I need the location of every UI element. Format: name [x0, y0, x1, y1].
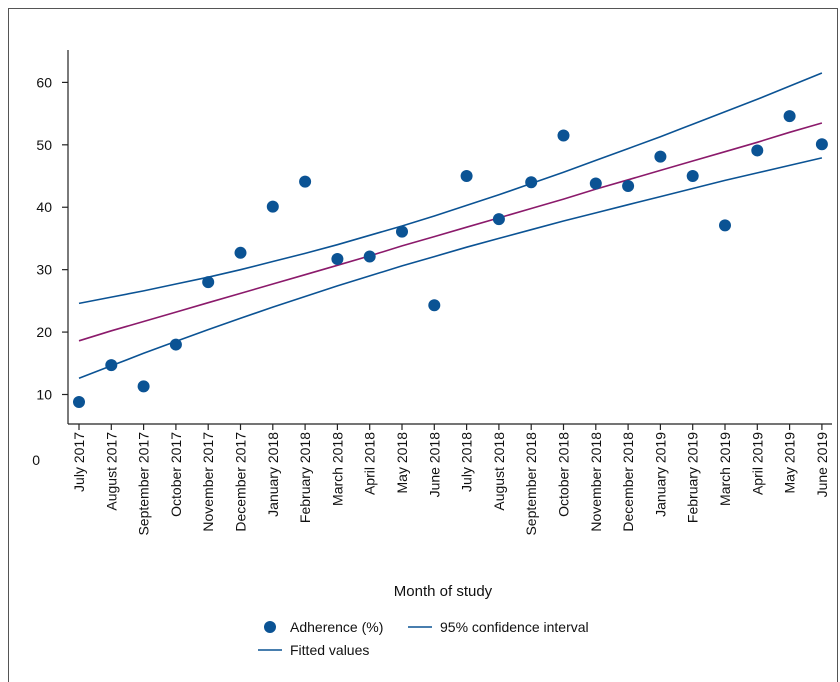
y-tick-label: 60 — [36, 74, 52, 90]
data-point — [396, 225, 408, 238]
x-tick-label: August 2017 — [103, 432, 119, 511]
x-tick-label: October 2018 — [556, 432, 572, 517]
y-origin-label: 0 — [32, 452, 40, 468]
x-tick-label: March 2018 — [329, 432, 345, 506]
x-tick-label: March 2019 — [717, 432, 733, 506]
data-point — [719, 219, 731, 232]
x-tick-label: September 2018 — [523, 432, 539, 536]
x-tick-label: July 2018 — [459, 432, 475, 492]
series-line-3 — [78, 122, 823, 342]
data-point — [73, 395, 85, 408]
data-point — [331, 253, 344, 266]
x-axis-label: Month of study — [394, 583, 493, 600]
x-tick-label: July 2017 — [71, 432, 87, 492]
x-tick-label: June 2018 — [426, 432, 442, 498]
x-tick-label: December 2018 — [620, 432, 636, 532]
axes: 10 20 30 40 50 60 0 July 2017 August 2017 Septemb… — [32, 50, 832, 536]
x-tick-label: April 2018 — [362, 432, 378, 495]
data-point — [137, 380, 150, 393]
data-point — [492, 213, 505, 226]
data-point — [428, 299, 441, 312]
x-tick-label: November 2017 — [200, 432, 216, 532]
x-tick-label: October 2017 — [168, 432, 184, 517]
data-point — [557, 129, 570, 142]
series-points — [73, 110, 828, 408]
x-tick-label: April 2019 — [749, 432, 765, 495]
data-point — [234, 246, 247, 259]
data-point — [525, 176, 538, 189]
legend: Adherence (%) 95% confidence interval Fitt… — [258, 619, 589, 658]
y-tick-label: 10 — [36, 387, 52, 403]
y-tick-label: 50 — [36, 137, 52, 153]
x-tick-label: February 2018 — [297, 432, 313, 523]
series-line-1 — [78, 72, 823, 305]
x-tick-label: February 2019 — [685, 432, 701, 523]
figure-frame — [8, 8, 838, 682]
legend-marker-dot — [264, 621, 276, 633]
data-point — [589, 177, 602, 190]
y-tick-label: 20 — [36, 324, 52, 340]
x-tick-label: May 2019 — [782, 432, 798, 494]
data-point — [815, 138, 828, 151]
data-point — [686, 170, 699, 183]
x-tick-label: May 2018 — [394, 432, 410, 494]
legend-label: 95% confidence interval — [440, 619, 589, 635]
legend-label: Fitted values — [290, 642, 369, 658]
x-tick-label: December 2017 — [233, 432, 249, 532]
x-tick-label: November 2018 — [588, 432, 604, 532]
y-tick-label: 30 — [36, 262, 52, 278]
x-tick-label: January 2019 — [652, 432, 668, 517]
data-point — [299, 175, 312, 188]
data-point — [202, 276, 215, 289]
x-tick-label: September 2017 — [136, 432, 152, 536]
data-point — [751, 144, 764, 157]
data-point — [622, 180, 635, 193]
data-point — [105, 359, 118, 372]
data-point — [363, 250, 376, 263]
y-tick-label: 40 — [36, 199, 52, 215]
series-lines — [78, 72, 823, 380]
data-point — [783, 110, 796, 123]
data-point — [266, 200, 279, 213]
x-tick-label: January 2018 — [265, 432, 281, 517]
data-point — [460, 170, 473, 183]
x-tick-label: August 2018 — [491, 432, 507, 511]
legend-label: Adherence (%) — [290, 619, 383, 635]
series-line-2 — [78, 157, 823, 380]
data-point — [654, 150, 667, 163]
data-point — [169, 338, 182, 351]
x-tick-label: June 2019 — [814, 432, 830, 498]
